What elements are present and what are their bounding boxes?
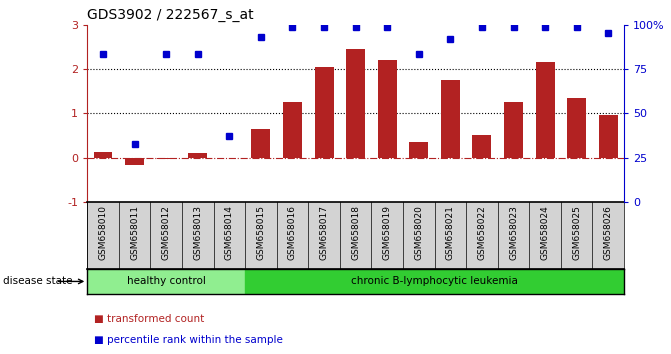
- Bar: [315, 67, 333, 158]
- Text: GSM658026: GSM658026: [604, 205, 613, 260]
- Bar: [599, 115, 618, 158]
- Bar: [189, 153, 207, 158]
- Text: GSM658015: GSM658015: [256, 205, 266, 260]
- Text: disease state: disease state: [3, 276, 73, 286]
- Text: ■ transformed count: ■ transformed count: [94, 314, 204, 324]
- Bar: [220, 158, 239, 159]
- Bar: [346, 49, 365, 158]
- Text: chronic B-lymphocytic leukemia: chronic B-lymphocytic leukemia: [351, 276, 518, 286]
- Bar: [535, 62, 554, 158]
- Text: GSM658020: GSM658020: [414, 205, 423, 260]
- Text: GSM658019: GSM658019: [382, 205, 392, 260]
- Text: GSM658017: GSM658017: [319, 205, 329, 260]
- Text: GDS3902 / 222567_s_at: GDS3902 / 222567_s_at: [87, 8, 254, 22]
- Bar: [252, 129, 270, 158]
- Text: GSM658021: GSM658021: [446, 205, 455, 260]
- Bar: [472, 135, 491, 158]
- Bar: [504, 102, 523, 158]
- Bar: [409, 142, 428, 158]
- Bar: [157, 158, 176, 159]
- Text: GSM658011: GSM658011: [130, 205, 139, 260]
- Text: GSM658016: GSM658016: [288, 205, 297, 260]
- Text: GSM658014: GSM658014: [225, 205, 234, 260]
- Bar: [567, 98, 586, 158]
- Text: GSM658012: GSM658012: [162, 205, 170, 260]
- Bar: [125, 158, 144, 166]
- Text: GSM658010: GSM658010: [99, 205, 107, 260]
- Text: ■ percentile rank within the sample: ■ percentile rank within the sample: [94, 335, 282, 345]
- Bar: [93, 152, 113, 158]
- Text: GSM658022: GSM658022: [478, 205, 486, 260]
- Text: GSM658013: GSM658013: [193, 205, 202, 260]
- Text: GSM658023: GSM658023: [509, 205, 518, 260]
- Text: healthy control: healthy control: [127, 276, 205, 286]
- Bar: [283, 102, 302, 158]
- Bar: [441, 80, 460, 158]
- Bar: [378, 60, 397, 158]
- Text: GSM658025: GSM658025: [572, 205, 581, 260]
- Text: GSM658018: GSM658018: [351, 205, 360, 260]
- Text: GSM658024: GSM658024: [541, 205, 550, 260]
